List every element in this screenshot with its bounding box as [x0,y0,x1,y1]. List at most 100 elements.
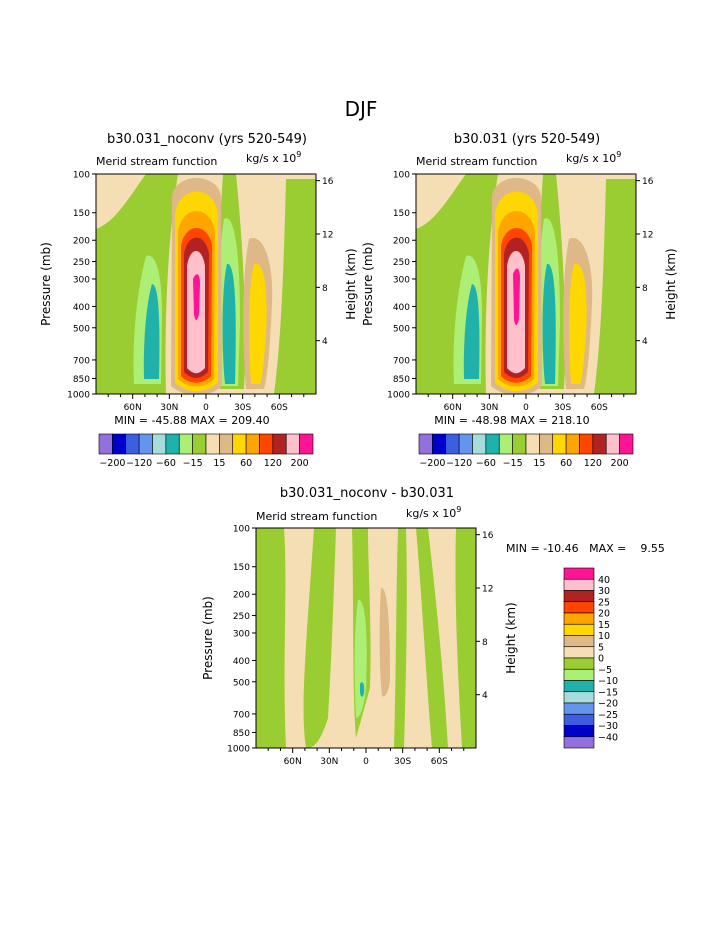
y2-tick-label: 16 [322,177,334,187]
panel-b-plot-area [416,174,636,394]
y2-tick-label: 8 [642,284,648,294]
y2-tick-label: 8 [322,284,328,294]
panel-a-units: kg/s x 109 [246,150,301,165]
panel-a-y2label: Height (km) [344,248,358,319]
colorbar-swatch [178,433,193,455]
panel-b-contour-neg30-nh [463,284,480,379]
y-tick-label: 500 [233,678,250,688]
x-tick-label: 60S [431,757,448,767]
panel-a-axes: 100 150 200 250 300 400 500 700 850 1000 16 12 8 4 60N… [67,171,334,414]
panel-c-title: b30.031_noconv - b30.031 [280,486,454,501]
colorbar-swatch [565,433,580,455]
y-tick-label: 200 [233,591,250,601]
y-tick-label: 500 [73,324,90,334]
colorbar-swatch [563,612,595,625]
colorbar-swatch [219,433,234,455]
x-tick-label: 60N [444,403,462,413]
panel-a-ylabel: Pressure (mb) [39,242,53,326]
colorbar-swatch [125,433,140,455]
colorbar-label: 200 [611,458,629,469]
panel-c-units-exponent: 9 [456,505,461,514]
y2-tick-label: 16 [642,177,654,187]
colorbar-swatch [472,433,487,455]
y-tick-label: 500 [393,324,410,334]
panel-b-colorbar: −200 −120 −60 −15 15 60 120 200 [418,433,634,469]
colorbar-swatch [563,601,595,614]
panel-c-units: kg/s x 109 [406,505,461,520]
colorbar-swatch [232,433,247,455]
y2-tick-label: 4 [642,337,648,347]
y-tick-label: 150 [73,209,90,219]
panel-c-contour-neg-east [455,528,476,748]
y-tick-label: 200 [393,237,410,247]
panel-a-title: b30.031_noconv (yrs 520-549) [107,132,307,147]
x-tick-label: 30N [480,403,498,413]
panel-c-contour-neg-west [256,528,286,748]
x-tick-label: 60S [591,403,608,413]
y-tick-label: 300 [393,275,410,285]
colorbar-label: 60 [240,458,252,469]
panel-c-stats: MIN = -10.46 MAX = 9.55 [506,542,665,555]
x-tick-label: 30S [554,403,571,413]
x-tick-label: 60N [284,757,302,767]
panel-b-y2label: Height (km) [664,248,678,319]
panel-a-colorbar: −200 −120 −60 −15 15 60 120 200 [98,433,314,469]
x-tick-label: 30N [320,757,338,767]
panel-a-plot-area [96,174,316,394]
colorbar-swatch [563,646,595,659]
y-tick-label: 100 [233,525,250,535]
colorbar-label: 0 [598,654,604,665]
colorbar-label: 15 [533,458,545,469]
colorbar-swatch [458,433,473,455]
y2-tick-label: 4 [322,337,328,347]
colorbar-label: 5 [598,642,604,653]
season-title: DJF [345,97,378,121]
y-tick-label: 250 [73,258,90,268]
colorbar-swatch [605,433,620,455]
colorbar-swatch [138,433,153,455]
y-tick-label: 200 [73,237,90,247]
panel-a: b30.031_noconv (yrs 520-549) Merid strea… [39,132,358,469]
colorbar-swatch [563,702,595,715]
colorbar-swatch [563,657,595,670]
y2-tick-label: 8 [482,638,488,648]
panel-b-contour-neg-sh [594,179,636,394]
panel-b-subtitle: Merid stream function [416,155,537,168]
x-tick-label: 60S [271,403,288,413]
panel-b: b30.031 (yrs 520-549) Merid stream funct… [361,132,678,469]
panel-a-contour-neg-sh [274,179,316,394]
y-tick-label: 400 [393,303,410,313]
x-tick-label: 30S [234,403,251,413]
y-tick-label: 400 [233,657,250,667]
colorbar-swatch [259,433,274,455]
y-tick-label: 300 [233,629,250,639]
colorbar-swatch [552,433,567,455]
colorbar-label: −15 [598,687,618,698]
colorbar-swatch [563,590,595,603]
panel-a-subtitle: Merid stream function [96,155,217,168]
colorbar-swatch [498,433,513,455]
y-tick-label: 400 [73,303,90,313]
x-tick-label: 0 [203,403,209,413]
colorbar-swatch [432,433,447,455]
colorbar-swatch [563,668,595,681]
colorbar-swatch [285,433,300,455]
colorbar-swatch [525,433,540,455]
colorbar-label: −25 [598,710,618,721]
panel-b-contour-neg30-eq [542,263,556,384]
y-tick-label: 700 [233,710,250,720]
y-tick-label: 1000 [227,745,250,755]
colorbar-swatch [539,433,554,455]
y-tick-label: 700 [73,356,90,366]
y-tick-label: 100 [393,171,410,181]
colorbar-label: −15 [503,458,523,469]
x-tick-label: 30N [160,403,178,413]
colorbar-swatch [563,623,595,636]
colorbar-swatch [418,433,433,455]
panel-c-contour-pos5-eq [379,587,390,697]
panel-c-plot-area [256,528,476,748]
y-tick-label: 250 [393,258,410,268]
panel-b-units-exponent: 9 [616,150,621,159]
colorbar-label: 120 [584,458,602,469]
panel-b-title: b30.031 (yrs 520-549) [454,132,600,147]
